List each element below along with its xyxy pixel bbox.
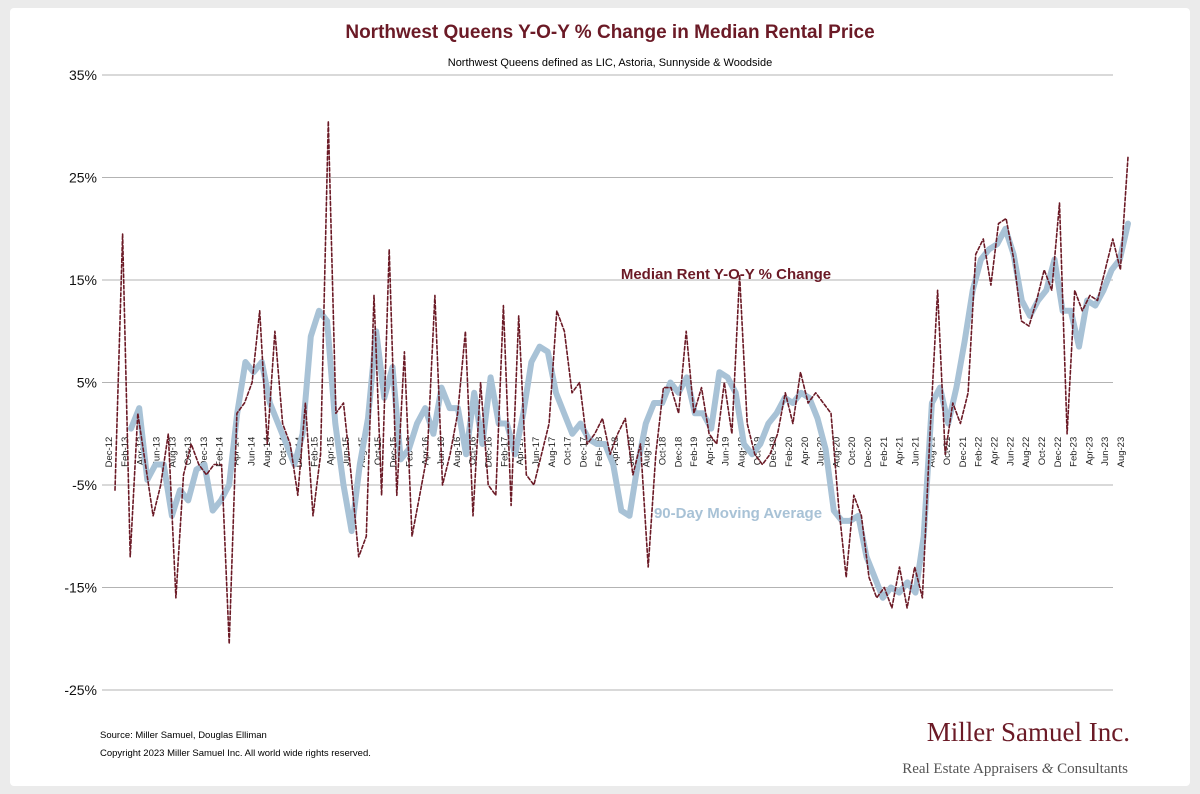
y-axis-ticks: 35% 25% 15% 5% -5% -15% -25% bbox=[64, 67, 97, 698]
annotation-moving-average: 90-Day Moving Average bbox=[654, 505, 822, 522]
y-tick-label: -5% bbox=[72, 477, 97, 493]
brand-tagline-part2: Consultants bbox=[1057, 761, 1128, 777]
x-tick-label: Apr-17 bbox=[515, 437, 526, 466]
chart-subtitle: Northwest Queens defined as LIC, Astoria… bbox=[448, 57, 772, 69]
series-line-median-rent bbox=[114, 120, 1129, 645]
x-tick-label: Aug-22 bbox=[1021, 437, 1032, 468]
x-tick-label: Dec-16 bbox=[484, 437, 495, 468]
x-tick-label: Apr-15 bbox=[325, 437, 336, 466]
x-tick-label: Jun-21 bbox=[910, 437, 921, 466]
series-line-moving-average bbox=[128, 220, 1131, 601]
x-tick-label: Aug-18 bbox=[642, 437, 653, 468]
x-tick-label: Apr-20 bbox=[800, 437, 811, 466]
x-tick-label: Dec-13 bbox=[199, 437, 210, 468]
x-tick-label: Jun-13 bbox=[151, 437, 162, 466]
x-tick-label: Dec-18 bbox=[673, 437, 684, 468]
x-tick-label: Aug-20 bbox=[831, 437, 842, 468]
x-tick-label: Jun-23 bbox=[1100, 437, 1111, 466]
x-tick-label: Dec-12 bbox=[104, 437, 115, 468]
brand-tagline: Real Estate Appraisers & Consultants bbox=[902, 761, 1128, 777]
x-tick-label: Dec-19 bbox=[768, 437, 779, 468]
x-tick-label: Apr-19 bbox=[705, 437, 716, 466]
x-tick-label: Apr-23 bbox=[1084, 437, 1095, 466]
x-tick-label: Feb-14 bbox=[215, 437, 226, 467]
x-tick-label: Oct-20 bbox=[847, 437, 858, 466]
x-tick-label: Feb-21 bbox=[879, 437, 890, 467]
x-tick-label: Aug-23 bbox=[1116, 437, 1127, 468]
x-tick-label: Dec-20 bbox=[863, 437, 874, 468]
x-tick-label: Oct-21 bbox=[942, 437, 953, 466]
x-tick-label: Feb-15 bbox=[310, 437, 321, 467]
x-tick-label: Feb-13 bbox=[120, 437, 131, 467]
x-tick-label: Jun-19 bbox=[721, 437, 732, 466]
x-tick-label: Aug-14 bbox=[262, 437, 273, 468]
x-tick-label: Oct-22 bbox=[1037, 437, 1048, 466]
x-tick-label: Dec-22 bbox=[1053, 437, 1064, 468]
x-tick-label: Jun-15 bbox=[341, 437, 352, 466]
x-tick-label: Aug-19 bbox=[737, 437, 748, 468]
line-chart: Northwest Queens Y-O-Y % Change in Media… bbox=[64, 22, 1131, 777]
x-tick-label: Apr-21 bbox=[895, 437, 906, 466]
brand-tagline-part1: Real Estate Appraisers bbox=[902, 761, 1038, 777]
brand-logo: Miller Samuel Inc. Real Estate Appraiser… bbox=[902, 717, 1130, 777]
x-tick-label: Aug-17 bbox=[547, 437, 558, 468]
y-tick-label: 25% bbox=[69, 170, 97, 186]
brand-tagline-amp: & bbox=[1042, 761, 1054, 777]
x-tick-label: Oct-16 bbox=[468, 437, 479, 466]
y-tick-label: 15% bbox=[69, 272, 97, 288]
x-tick-label: Feb-23 bbox=[1069, 437, 1080, 467]
series-lines bbox=[114, 120, 1131, 645]
x-tick-label: Jun-22 bbox=[1005, 437, 1016, 466]
x-tick-label: Oct-14 bbox=[278, 437, 289, 466]
x-tick-label: Oct-15 bbox=[373, 437, 384, 466]
copyright-note: Copyright 2023 Miller Samuel Inc. All wo… bbox=[100, 748, 371, 759]
y-tick-label: -15% bbox=[64, 580, 97, 596]
x-tick-label: Oct-18 bbox=[657, 437, 668, 466]
x-tick-label: Aug-13 bbox=[167, 437, 178, 468]
x-tick-label: Jun-14 bbox=[246, 437, 257, 466]
source-note: Source: Miller Samuel, Douglas Elliman bbox=[100, 730, 267, 741]
x-tick-label: Jun-20 bbox=[816, 437, 827, 466]
y-tick-label: 5% bbox=[77, 375, 97, 391]
x-tick-label: Apr-16 bbox=[420, 437, 431, 466]
x-tick-label: Aug-16 bbox=[452, 437, 463, 468]
chart-title: Northwest Queens Y-O-Y % Change in Media… bbox=[345, 22, 874, 43]
gridlines bbox=[102, 74, 1113, 691]
x-tick-label: Dec-15 bbox=[389, 437, 400, 468]
x-tick-label: Jun-18 bbox=[626, 437, 637, 466]
x-tick-label: Oct-17 bbox=[563, 437, 574, 466]
x-tick-label: Apr-18 bbox=[610, 437, 621, 466]
y-tick-label: 35% bbox=[69, 67, 97, 83]
annotation-median-rent: Median Rent Y-O-Y % Change bbox=[621, 266, 831, 283]
x-tick-label: Dec-17 bbox=[578, 437, 589, 468]
x-tick-label: Oct-13 bbox=[183, 437, 194, 466]
x-tick-label: Feb-18 bbox=[594, 437, 605, 467]
y-tick-label: -25% bbox=[64, 682, 97, 698]
x-tick-label: Dec-21 bbox=[958, 437, 969, 468]
brand-name: Miller Samuel Inc. bbox=[927, 717, 1130, 747]
x-tick-label: Apr-22 bbox=[990, 437, 1001, 466]
x-tick-label: Jun-17 bbox=[531, 437, 542, 466]
chart-frame: Northwest Queens Y-O-Y % Change in Media… bbox=[10, 8, 1190, 786]
x-tick-label: Feb-17 bbox=[499, 437, 510, 467]
x-tick-label: Feb-20 bbox=[784, 437, 795, 467]
x-tick-label: Feb-19 bbox=[689, 437, 700, 467]
x-tick-label: Feb-22 bbox=[974, 437, 985, 467]
